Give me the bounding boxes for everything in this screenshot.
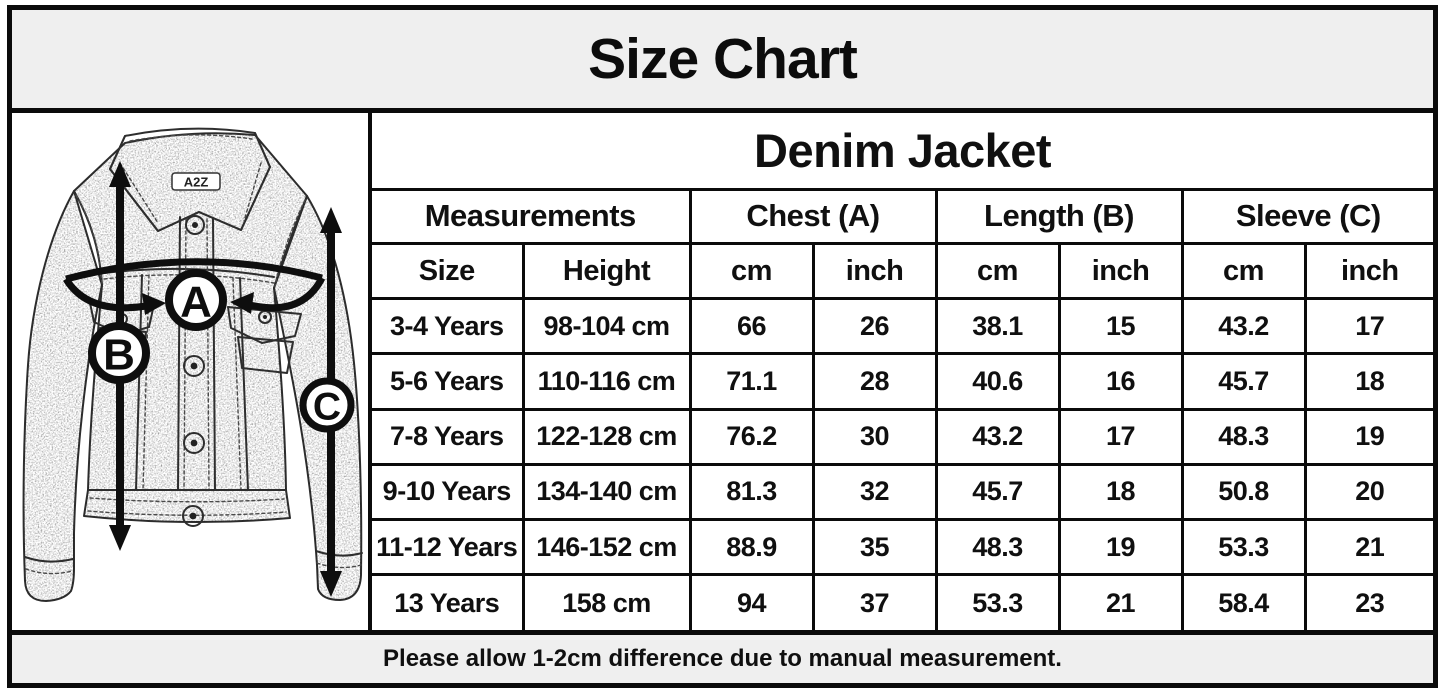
- column-header: inch: [1303, 241, 1434, 301]
- size-table: Denim Jacket Measurements Chest (A) Leng…: [372, 113, 1434, 630]
- jacket-collar: [109, 127, 271, 232]
- brand-tag: A2Z: [171, 172, 221, 191]
- table-cell: 71.1: [688, 352, 815, 411]
- table-cell: 7-8 Years: [372, 407, 525, 466]
- table-cell: 17: [1303, 297, 1434, 356]
- footer-bar: Please allow 1-2cm difference due to man…: [12, 635, 1433, 683]
- table-cell: 43.2: [1180, 297, 1307, 356]
- table-cell: 23: [1303, 573, 1434, 630]
- table-cell: 19: [1303, 407, 1434, 466]
- measure-b-label: B: [103, 331, 135, 380]
- table-cell: 134-140 cm: [521, 462, 692, 522]
- table-cell: 9-10 Years: [372, 462, 525, 522]
- table-cell: 48.3: [1180, 407, 1307, 466]
- measure-a-arrow: [63, 258, 326, 315]
- table-row: 9-10 Years 134-140 cm 81.3 32 45.7 18 50…: [372, 462, 1434, 522]
- table-cell: 16: [1057, 352, 1184, 411]
- group-header: Chest (A): [688, 187, 938, 245]
- group-header-row: Measurements Chest (A) Length (B) Sleeve…: [372, 187, 1434, 245]
- table-cell: 76.2: [688, 407, 815, 466]
- size-table-container: Denim Jacket Measurements Chest (A) Leng…: [372, 113, 1434, 630]
- measure-c-label: C: [313, 386, 341, 429]
- table-cell: 20: [1303, 462, 1434, 522]
- table-cell: 58.4: [1180, 573, 1307, 630]
- page-title: Size Chart: [588, 27, 858, 91]
- table-row: 13 Years 158 cm 94 37 53.3 21 58.4 23: [372, 573, 1434, 630]
- measurement-note: Please allow 1-2cm difference due to man…: [383, 645, 1062, 672]
- table-cell: 17: [1057, 407, 1184, 466]
- table-cell: 13 Years: [372, 573, 525, 630]
- table-cell: 110-116 cm: [521, 352, 692, 411]
- table-cell: 88.9: [688, 517, 815, 577]
- table-cell: 21: [1057, 573, 1184, 630]
- column-header: inch: [811, 241, 938, 301]
- table-cell: 15: [1057, 297, 1184, 356]
- table-cell: 53.3: [934, 573, 1061, 630]
- column-header: cm: [1180, 241, 1307, 301]
- column-header: cm: [688, 241, 815, 301]
- main-area: A2Z: [12, 113, 1434, 635]
- table-row: 5-6 Years 110-116 cm 71.1 28 40.6 16 45.…: [372, 352, 1434, 411]
- table-cell: 40.6: [934, 352, 1061, 411]
- table-cell: 45.7: [1180, 352, 1307, 411]
- table-row: 7-8 Years 122-128 cm 76.2 30 43.2 17 48.…: [372, 407, 1434, 466]
- table-cell: 45.7: [934, 462, 1061, 522]
- table-cell: 50.8: [1180, 462, 1307, 522]
- table-cell: 3-4 Years: [372, 297, 525, 356]
- table-cell: 98-104 cm: [521, 297, 692, 356]
- group-header: Measurements: [372, 187, 692, 245]
- table-cell: 146-152 cm: [521, 517, 692, 577]
- measure-b-badge: B: [88, 322, 150, 384]
- column-header: Size: [372, 241, 525, 301]
- table-cell: 32: [811, 462, 938, 522]
- table-row: 3-4 Years 98-104 cm 66 26 38.1 15 43.2 1…: [372, 297, 1434, 356]
- jacket-buttons: [182, 215, 205, 527]
- measure-a-label: A: [180, 278, 212, 327]
- table-cell: 122-128 cm: [521, 407, 692, 466]
- measure-c-badge: C: [299, 377, 355, 433]
- table-cell: 5-6 Years: [372, 352, 525, 411]
- column-header: inch: [1057, 241, 1184, 301]
- table-cell: 53.3: [1180, 517, 1307, 577]
- table-cell: 11-12 Years: [372, 517, 525, 577]
- measure-a-badge: A: [165, 269, 227, 331]
- table-cell: 48.3: [934, 517, 1061, 577]
- jacket-diagram-panel: A2Z: [12, 113, 372, 630]
- table-cell: 37: [811, 573, 938, 630]
- table-cell: 81.3: [688, 462, 815, 522]
- table-cell: 158 cm: [521, 573, 692, 630]
- product-title: Denim Jacket: [372, 113, 1434, 191]
- title-bar: Size Chart: [12, 10, 1433, 113]
- table-cell: 26: [811, 297, 938, 356]
- table-cell: 43.2: [934, 407, 1061, 466]
- table-cell: 18: [1057, 462, 1184, 522]
- jacket-sketch: A2Z: [22, 127, 363, 602]
- table-cell: 30: [811, 407, 938, 466]
- table-cell: 28: [811, 352, 938, 411]
- table-cell: 19: [1057, 517, 1184, 577]
- column-header: cm: [934, 241, 1061, 301]
- column-header-row: Size Height cm inch cm inch cm inch: [372, 241, 1434, 301]
- table-cell: 66: [688, 297, 815, 356]
- product-header-row: Denim Jacket: [372, 113, 1434, 191]
- table-cell: 94: [688, 573, 815, 630]
- table-cell: 38.1: [934, 297, 1061, 356]
- group-header: Sleeve (C): [1180, 187, 1434, 245]
- brand-tag-label: A2Z: [184, 175, 209, 190]
- size-chart-card: Size Chart: [7, 5, 1438, 688]
- table-row: 11-12 Years 146-152 cm 88.9 35 48.3 19 5…: [372, 517, 1434, 577]
- group-header: Length (B): [934, 187, 1184, 245]
- table-cell: 18: [1303, 352, 1434, 411]
- table-cell: 35: [811, 517, 938, 577]
- column-header: Height: [521, 241, 692, 301]
- table-cell: 21: [1303, 517, 1434, 577]
